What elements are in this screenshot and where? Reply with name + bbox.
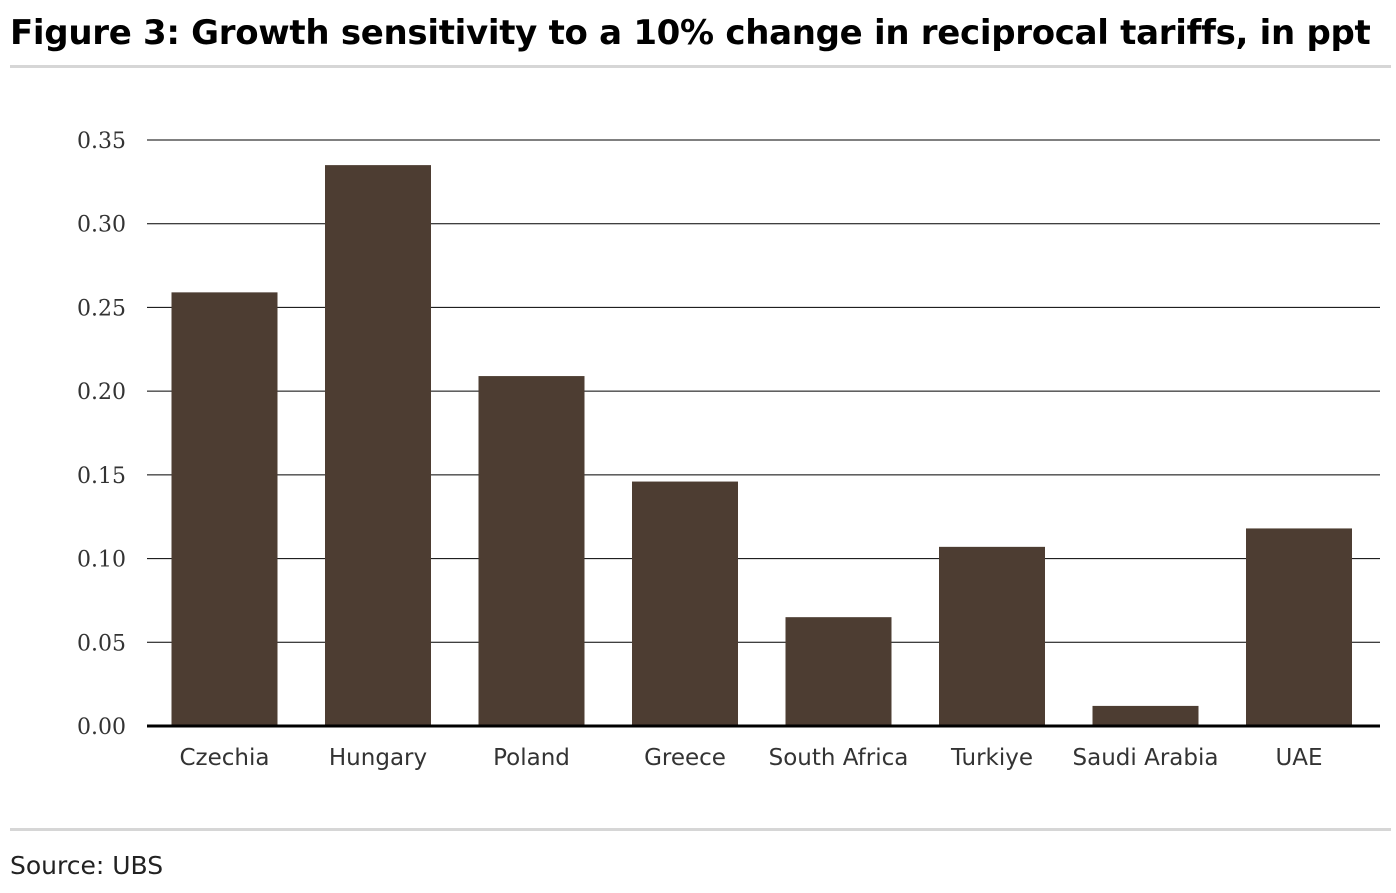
x-category-label: Poland xyxy=(493,745,570,771)
bar-czechia xyxy=(171,292,278,726)
y-tick-label: 0.30 xyxy=(77,213,126,238)
x-axis-category-labels: Czechia Hungary Poland Greece South Africa Tu… xyxy=(180,745,1323,771)
bar-hungary xyxy=(325,165,431,727)
x-category-label: Saudi Arabia xyxy=(1073,745,1219,771)
y-tick-label: 0.05 xyxy=(77,631,126,656)
bars xyxy=(171,165,1352,727)
bar-uae xyxy=(1246,528,1352,726)
source-note: Source: UBS xyxy=(10,851,164,880)
x-category-label: UAE xyxy=(1275,745,1322,771)
x-category-label: South Africa xyxy=(769,745,909,771)
figure-title: Figure 3: Growth sensitivity to a 10% ch… xyxy=(10,13,1371,53)
x-category-label: Hungary xyxy=(329,745,427,771)
y-tick-label: 0.00 xyxy=(77,715,126,740)
y-tick-label: 0.35 xyxy=(77,129,126,154)
y-tick-label: 0.10 xyxy=(77,548,126,573)
bar-greece xyxy=(632,481,738,726)
bar-chart: 0.00 0.05 0.10 0.15 0.20 0.25 0.30 0.35 Czechia… xyxy=(77,129,1380,771)
title-divider xyxy=(10,65,1391,68)
x-category-label: Czechia xyxy=(180,745,270,771)
x-category-label: Greece xyxy=(644,745,726,771)
source-divider xyxy=(10,828,1391,831)
y-tick-label: 0.25 xyxy=(77,296,126,321)
x-category-label: Turkiye xyxy=(950,745,1033,771)
y-tick-label: 0.15 xyxy=(77,464,126,489)
bar-poland xyxy=(478,376,585,726)
bar-turkiye xyxy=(939,546,1045,726)
y-tick-label: 0.20 xyxy=(77,380,126,405)
bar-south-africa xyxy=(785,617,892,726)
bar-saudi-arabia xyxy=(1092,705,1199,726)
y-axis-tick-labels: 0.00 0.05 0.10 0.15 0.20 0.25 0.30 0.35 xyxy=(77,129,126,740)
